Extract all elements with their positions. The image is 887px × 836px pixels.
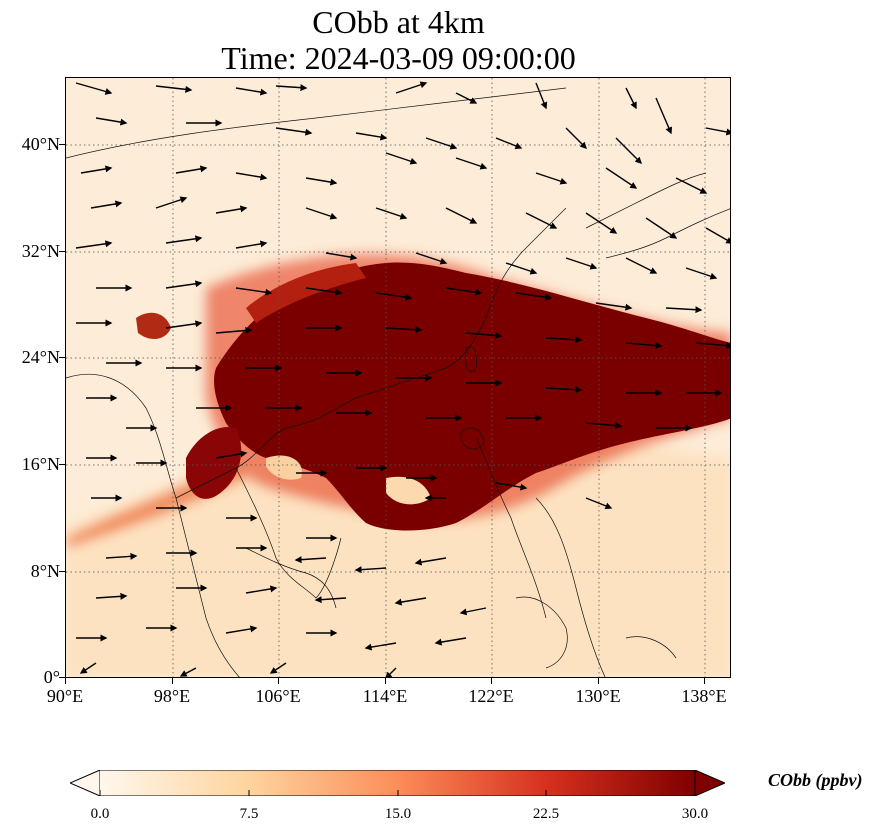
lon-tick-106: [278, 678, 279, 684]
lon-label: 138°E: [681, 686, 727, 706]
colorbar: [70, 770, 725, 796]
map-time-subtitle: Time: 2024-03-09 09:00:00: [221, 40, 576, 76]
lon-tick-122: [491, 678, 492, 684]
lon-label: 122°E: [468, 686, 514, 706]
colorbar-extend-min: [70, 770, 101, 796]
lat-label: 0°: [43, 667, 60, 687]
high-concentration-plume: [136, 262, 730, 531]
colorbar-tick-label: 7.5: [239, 806, 259, 822]
lat-tick-24: [59, 357, 65, 358]
map-title: CObb at 4km: [312, 4, 485, 40]
lat-label: 16°N: [21, 454, 60, 474]
lat-label: 40°N: [21, 134, 60, 154]
lon-tick-130: [598, 678, 599, 684]
gridlines: [66, 78, 730, 677]
colorbar-tick-label: 22.5: [532, 806, 560, 822]
lon-label: 106°E: [255, 686, 301, 706]
colorbar-extend-max: [694, 770, 725, 796]
lat-tick-8: [59, 571, 65, 572]
lon-tick-114: [385, 678, 386, 684]
colorbar-tick-label: 15.0: [384, 806, 412, 822]
lon-tick-138: [704, 678, 705, 684]
colorbar-tick-label: 0.0: [90, 806, 110, 822]
map-panel: [65, 77, 731, 678]
colorbar-tick-label: 30.0: [681, 806, 709, 822]
lat-tick-0: [59, 677, 65, 678]
lon-label: 98°E: [153, 686, 191, 706]
lon-tick-90: [65, 678, 66, 684]
lon-label: 90°E: [46, 686, 84, 706]
map-canvas: [66, 78, 730, 677]
lat-label: 32°N: [21, 241, 60, 261]
lon-label: 130°E: [575, 686, 621, 706]
lat-tick-16: [59, 464, 65, 465]
wind-vectors: [75, 81, 730, 677]
lon-tick-98: [172, 678, 173, 684]
coastlines: [66, 87, 730, 677]
lat-tick-40: [59, 144, 65, 145]
lat-label: 8°N: [30, 561, 60, 581]
colorbar-label: CObb (ppbv): [768, 770, 863, 790]
lat-label: 24°N: [21, 347, 60, 367]
lon-label: 114°E: [362, 686, 408, 706]
lat-tick-32: [59, 251, 65, 252]
